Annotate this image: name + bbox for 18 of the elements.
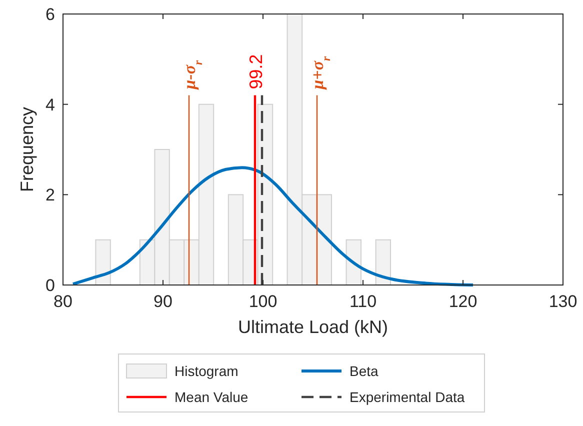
x-tick-label: 130 <box>548 292 578 311</box>
legend-label: Histogram <box>174 363 238 379</box>
legend-label: Mean Value <box>174 389 248 405</box>
y-tick-label: 2 <box>46 186 55 205</box>
legend-label: Beta <box>350 363 379 379</box>
x-tick-label: 110 <box>349 292 377 311</box>
x-axis-title: Ultimate Load (kN) <box>238 317 388 337</box>
y-axis-title: Frequency <box>17 106 37 192</box>
x-tick-label: 90 <box>154 292 172 311</box>
y-tick-label: 4 <box>46 95 55 114</box>
x-tick-label: 120 <box>448 292 478 311</box>
y-tick-label: 0 <box>46 276 55 295</box>
x-tick-label: 100 <box>248 292 278 311</box>
line-series <box>72 166 474 286</box>
annotation: 99.2 <box>246 54 266 90</box>
y-tick-label: 6 <box>46 5 55 24</box>
x-tick-label: 80 <box>54 292 72 311</box>
legend-label: Experimental Data <box>350 389 465 405</box>
